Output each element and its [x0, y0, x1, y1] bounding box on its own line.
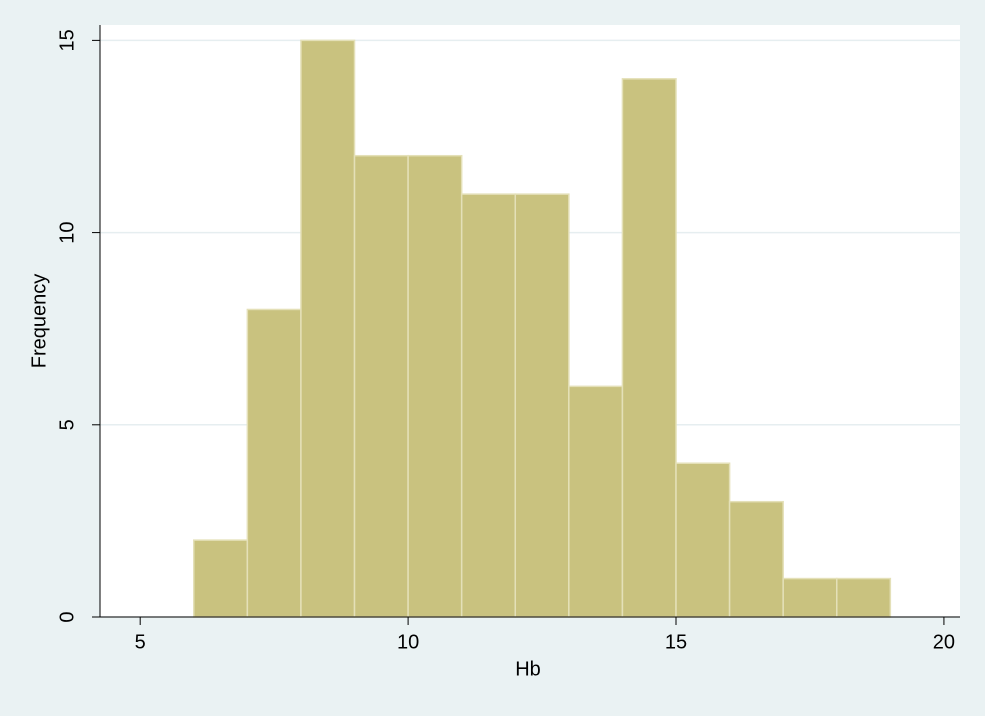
- y-tick-label: 5: [56, 419, 78, 430]
- bar: [353, 154, 409, 618]
- bar: [407, 154, 463, 618]
- y-tick-label: 10: [56, 221, 78, 243]
- x-tick-label: 15: [665, 631, 687, 653]
- y-axis-title: Frequency: [28, 274, 50, 369]
- y-tick-label: 15: [56, 29, 78, 51]
- bar: [728, 500, 784, 618]
- bar: [621, 78, 677, 618]
- y-tick-label: 0: [56, 611, 78, 622]
- x-axis-title: Hb: [515, 658, 541, 680]
- bar: [782, 577, 838, 618]
- x-tick-label: 10: [397, 631, 419, 653]
- bar: [514, 193, 570, 618]
- bar: [568, 385, 624, 618]
- bar: [193, 539, 249, 618]
- x-tick-label: 20: [933, 631, 955, 653]
- bar: [836, 577, 892, 618]
- bar: [300, 39, 356, 618]
- bar: [675, 462, 731, 618]
- x-tick-label: 5: [135, 631, 146, 653]
- bar: [246, 308, 302, 618]
- bar: [460, 193, 517, 618]
